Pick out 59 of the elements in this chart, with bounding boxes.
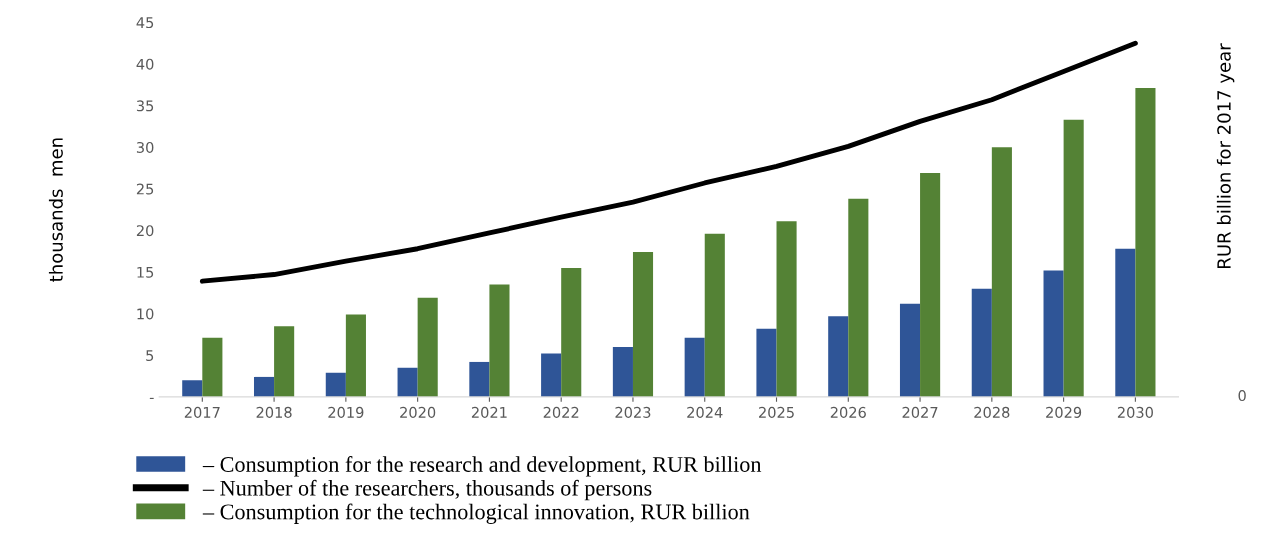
x-tick-label: 2018 <box>256 406 292 418</box>
bar <box>899 303 921 397</box>
y-tick-label: 45 <box>136 17 154 29</box>
y-tick-label: 10 <box>137 308 154 320</box>
bar <box>1135 88 1156 397</box>
x-tick-label: 2024 <box>687 406 723 418</box>
bar <box>274 326 295 397</box>
x-tick-label: 2028 <box>974 406 1010 418</box>
legend-label: – Consumption for the technological innovation, RUR billion <box>202 503 750 524</box>
bar <box>1115 248 1136 397</box>
x-tick-label: 2020 <box>400 406 436 418</box>
bar <box>345 314 366 397</box>
bar <box>397 367 418 397</box>
y-tick-label: 30 <box>136 141 154 153</box>
y-tick-label: 20 <box>136 225 154 237</box>
bar <box>612 346 633 397</box>
bar <box>182 380 203 397</box>
x-tick-label: 2027 <box>902 406 938 418</box>
x-tick-label: 2029 <box>1046 406 1082 418</box>
x-tick-label: 2026 <box>830 406 866 418</box>
legend-label: – Consumption for the research and development, RUR billion <box>202 456 762 477</box>
bar <box>1063 119 1084 397</box>
y2-axis-title: RUR billion for 2017 year <box>1216 43 1235 268</box>
bar <box>489 284 510 397</box>
bar <box>920 173 941 397</box>
x-tick-label: 2019 <box>328 406 364 418</box>
bar <box>469 361 490 397</box>
x-tick-label: 2030 <box>1117 406 1153 418</box>
bar <box>541 353 562 397</box>
bar <box>704 233 725 397</box>
bar <box>202 337 223 397</box>
bar <box>776 221 797 397</box>
y-tick-label: 5 <box>146 350 154 362</box>
bar <box>971 288 992 397</box>
x-tick-label: 2022 <box>543 406 579 418</box>
line-series <box>199 40 1138 284</box>
bar <box>828 316 849 397</box>
y-tick-label: 40 <box>136 58 154 70</box>
bar <box>684 337 705 397</box>
text: 0 <box>1238 390 1246 402</box>
y-tick-label: - <box>149 397 154 400</box>
x-tick-label: 2023 <box>615 406 651 418</box>
bar <box>848 198 869 397</box>
bar <box>561 267 582 397</box>
bar <box>991 147 1012 397</box>
x-tick-label: 2025 <box>759 406 794 418</box>
y-tick-label: 15 <box>137 266 154 278</box>
bar <box>756 328 777 397</box>
x-tick-label: 2017 <box>184 406 220 418</box>
y-tick-label: 25 <box>136 183 154 195</box>
bar <box>417 297 438 397</box>
y-tick-label: 35 <box>136 100 154 112</box>
legend-label: – Number of the researchers, thousands of persons <box>202 479 652 501</box>
x-tick-label: 2021 <box>471 406 507 418</box>
bar <box>325 372 346 397</box>
bar <box>253 376 275 397</box>
bar <box>1043 270 1064 397</box>
y-axis-title: thousands men <box>48 138 63 282</box>
bar <box>632 252 654 397</box>
